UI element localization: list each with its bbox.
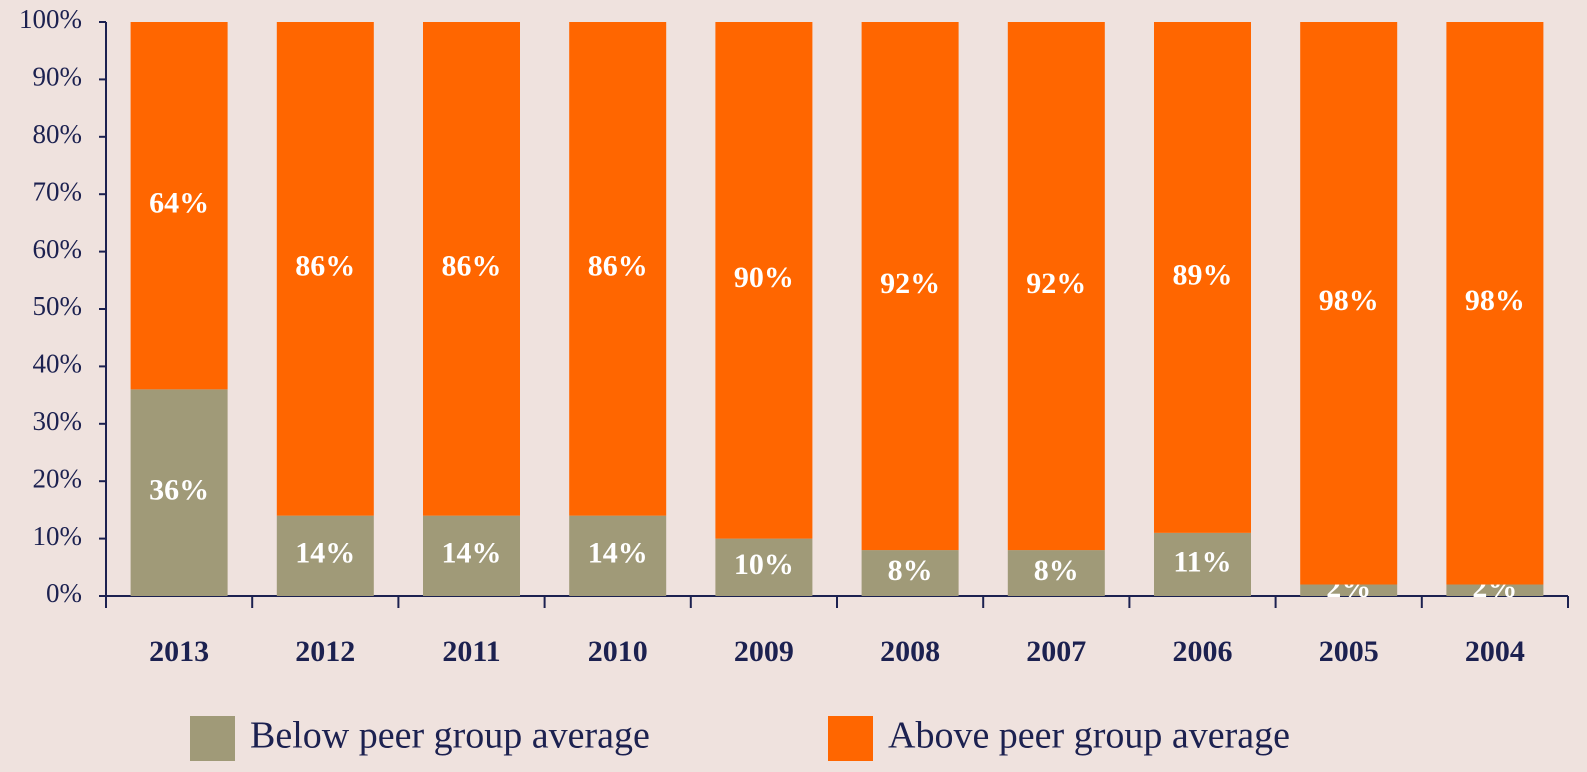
data-label: 86% xyxy=(442,250,502,283)
data-label: 98% xyxy=(1465,284,1525,317)
data-label: 14% xyxy=(295,537,355,570)
x-tick-label: 2011 xyxy=(442,635,500,668)
data-label: 92% xyxy=(880,267,940,300)
x-tick-label: 2004 xyxy=(1465,635,1525,668)
x-tick-label: 2009 xyxy=(734,635,794,668)
bar-segment xyxy=(423,22,520,516)
x-tick-label: 2006 xyxy=(1173,635,1233,668)
bar-segment xyxy=(423,515,520,596)
bar-segment xyxy=(1007,22,1105,551)
bar-segment xyxy=(715,538,813,596)
data-label: 86% xyxy=(295,250,355,283)
y-tick-label: 90% xyxy=(33,62,83,92)
x-tick-label: 2013 xyxy=(149,635,209,668)
bar-segment xyxy=(130,389,228,596)
legend-label: Above peer group average xyxy=(888,715,1290,757)
bar-segment xyxy=(276,515,374,596)
y-tick-label: 60% xyxy=(33,234,83,264)
data-label: 92% xyxy=(1026,267,1086,300)
bar-segment xyxy=(1300,22,1398,585)
bar-segment xyxy=(1154,532,1251,596)
y-tick-label: 50% xyxy=(33,291,83,321)
data-label: 86% xyxy=(588,250,648,283)
data-label: 89% xyxy=(1173,258,1233,291)
y-tick-label: 30% xyxy=(33,406,83,436)
bar-segment xyxy=(130,22,228,390)
bar-segment xyxy=(1154,22,1251,533)
data-label: 10% xyxy=(734,548,794,581)
bar-segment xyxy=(276,22,374,516)
y-tick-label: 80% xyxy=(33,119,83,149)
data-label: 98% xyxy=(1319,284,1379,317)
x-tick-label: 2007 xyxy=(1026,635,1086,668)
data-label: 64% xyxy=(149,187,209,220)
data-label: 14% xyxy=(588,537,648,570)
y-tick-label: 20% xyxy=(33,463,83,493)
legend-swatch xyxy=(828,716,873,761)
x-tick-label: 2012 xyxy=(295,635,355,668)
bar-segment xyxy=(569,515,667,596)
x-tick-label: 2010 xyxy=(588,635,648,668)
bar-segment xyxy=(1007,550,1105,596)
y-tick-label: 100% xyxy=(19,4,82,34)
bar-segment xyxy=(1446,22,1544,585)
legend-label: Below peer group average xyxy=(250,715,650,757)
bar-segment xyxy=(1446,584,1544,596)
x-tick-label: 2008 xyxy=(880,635,940,668)
bar-segment xyxy=(715,22,813,539)
y-tick-label: 0% xyxy=(46,578,82,608)
data-label: 36% xyxy=(149,474,209,507)
legend-swatch xyxy=(190,716,235,761)
x-tick-label: 2005 xyxy=(1319,635,1379,668)
data-label: 14% xyxy=(442,537,502,570)
bar-segment xyxy=(861,22,959,551)
bar-segment xyxy=(861,550,959,596)
y-tick-label: 40% xyxy=(33,349,83,379)
data-label: 11% xyxy=(1173,545,1231,578)
bar-segment xyxy=(1300,584,1398,596)
data-label: 8% xyxy=(1034,554,1079,587)
data-label: 8% xyxy=(888,554,933,587)
data-label: 90% xyxy=(734,261,794,294)
y-tick-label: 70% xyxy=(33,176,83,206)
bar-segment xyxy=(569,22,667,516)
y-tick-label: 10% xyxy=(33,521,83,551)
